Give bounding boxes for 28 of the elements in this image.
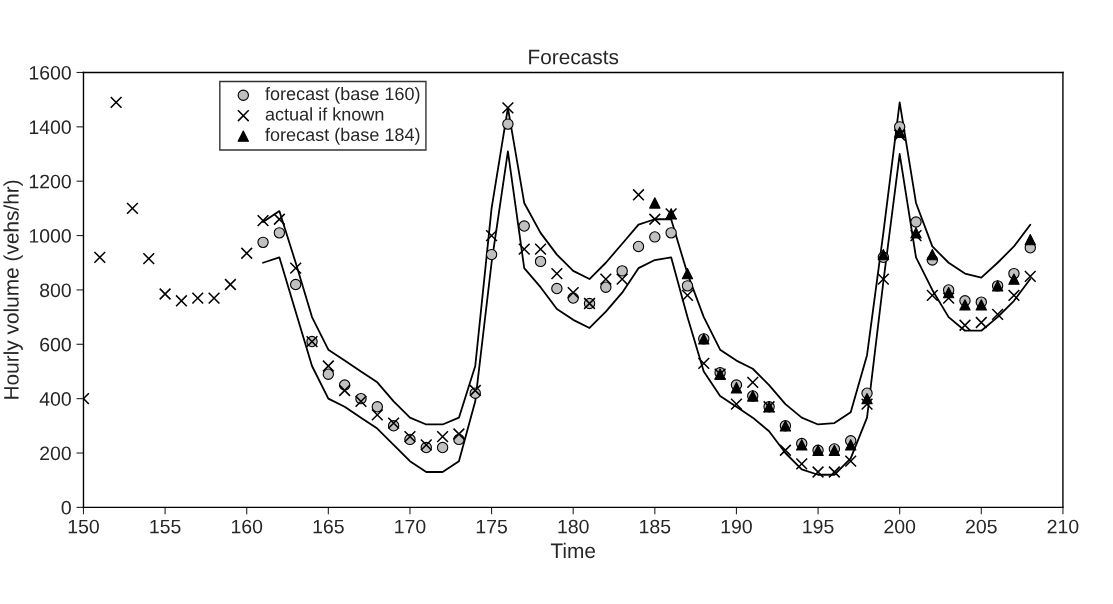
x-tick-label: 180 [558,519,589,534]
x-axis-title: Time [550,542,596,559]
x-tick-label: 155 [150,519,181,534]
y-tick-label: 1400 [29,120,71,135]
x-tick-label: 200 [884,519,916,534]
y-tick-label: 1200 [29,174,71,189]
y-tick-label: 400 [39,392,71,406]
x-tick-label: 190 [721,519,752,534]
x-tick-label: 205 [966,519,997,534]
y-axis-title: Hourly volume (vehs/hr) [3,180,23,399]
y-tick-label: 0 [61,500,71,515]
x-tick-label: 185 [640,519,671,534]
x-tick-label: 195 [803,519,834,534]
x-tick-label: 160 [231,519,263,534]
x-tick-label: 165 [313,519,344,534]
y-tick-label: 200 [40,446,71,461]
legend-label: actual if known [265,107,384,121]
y-tick-label: 1600 [29,65,71,80]
y-tick-label: 600 [40,337,71,352]
x-tick-label: 210 [1047,519,1079,534]
chart-title: Forecasts [529,49,619,65]
x-tick-label: 170 [395,519,426,534]
legend-label: forecast (base 160) [265,86,420,104]
y-tick-label: 800 [40,283,71,298]
x-tick-label: 175 [476,519,507,534]
y-tick-label: 1000 [29,229,71,243]
legend-label: forecast (base 184) [265,127,420,145]
x-tick-label: 150 [68,519,99,534]
